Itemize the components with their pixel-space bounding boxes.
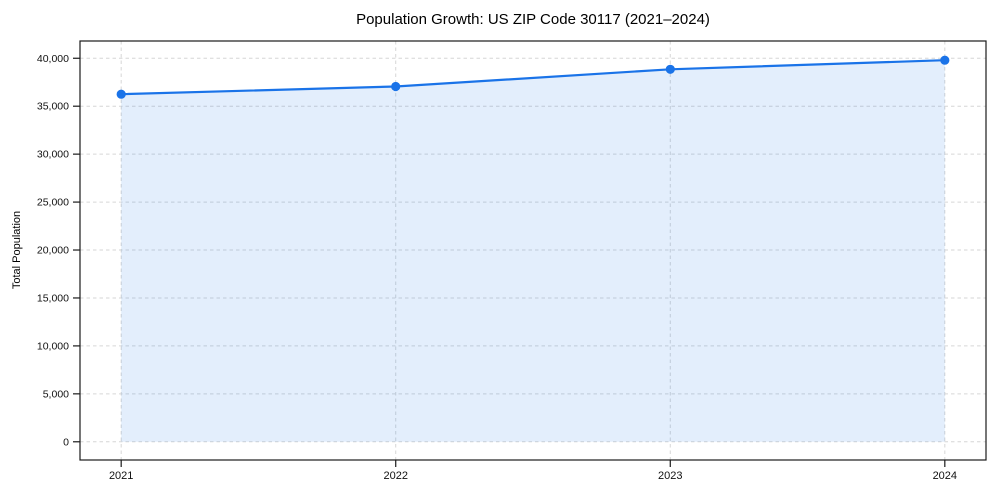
x-tick-label: 2024: [933, 470, 957, 482]
x-tick-label: 2022: [383, 470, 407, 482]
data-point-marker: [665, 64, 675, 74]
data-point-marker: [391, 81, 401, 92]
data-point-marker: [940, 55, 950, 65]
y-tick-label: 35,000: [37, 101, 69, 113]
x-tick-label: 2023: [658, 470, 682, 482]
y-tick-label: 40,000: [37, 53, 69, 65]
y-tick-label: 25,000: [37, 197, 69, 209]
y-tick-label: 10,000: [37, 340, 69, 352]
y-tick-label: 0: [63, 436, 69, 448]
y-tick-label: 30,000: [37, 149, 69, 161]
data-point-marker: [116, 89, 126, 99]
y-tick-label: 5,000: [43, 388, 69, 400]
y-tick-label: 15,000: [37, 292, 69, 304]
x-tick-label: 2021: [109, 470, 133, 482]
y-tick-label: 20,000: [37, 245, 69, 257]
chart-title: Population Growth: US ZIP Code 30117 (20…: [356, 11, 710, 28]
area-fill: [121, 60, 945, 442]
data-line: [120, 59, 946, 96]
